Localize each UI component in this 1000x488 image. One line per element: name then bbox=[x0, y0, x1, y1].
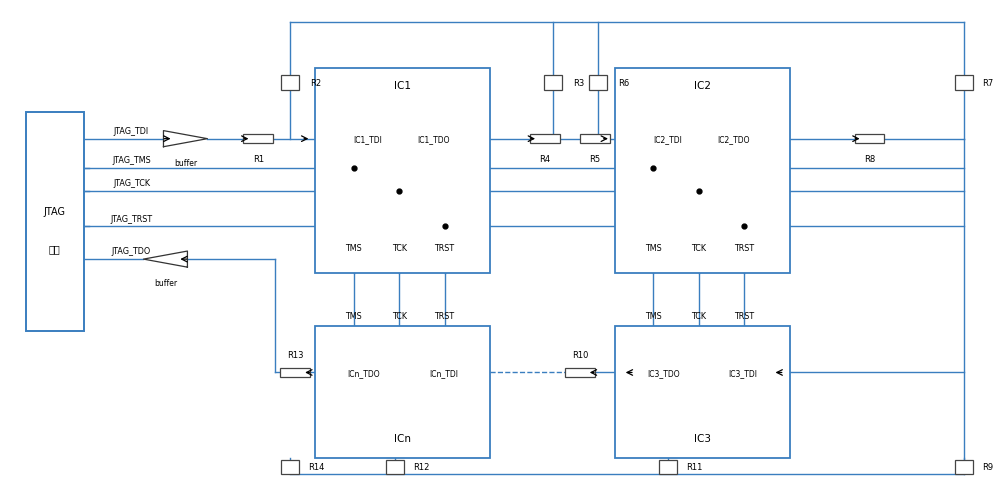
Bar bbox=[855, 135, 884, 144]
Text: TRST: TRST bbox=[435, 311, 455, 321]
Text: 接头: 接头 bbox=[49, 244, 60, 253]
Text: R7: R7 bbox=[982, 79, 994, 88]
Text: R3: R3 bbox=[573, 79, 584, 88]
Text: R2: R2 bbox=[310, 79, 321, 88]
Text: JTAG_TCK: JTAG_TCK bbox=[113, 179, 150, 188]
Text: IC1_TDO: IC1_TDO bbox=[418, 135, 450, 144]
Text: R1: R1 bbox=[253, 154, 264, 163]
Bar bbox=[315, 327, 490, 458]
Text: ICn: ICn bbox=[394, 433, 411, 443]
Text: R11: R11 bbox=[686, 462, 702, 471]
Text: R9: R9 bbox=[982, 462, 993, 471]
Text: IC3_TDI: IC3_TDI bbox=[729, 368, 758, 377]
Bar bbox=[281, 76, 299, 91]
Text: R10: R10 bbox=[572, 351, 588, 360]
Text: TRST: TRST bbox=[734, 311, 754, 321]
Bar bbox=[281, 460, 299, 474]
Bar bbox=[615, 69, 790, 273]
Text: JTAG_TMS: JTAG_TMS bbox=[112, 156, 151, 165]
Text: IC3_TDO: IC3_TDO bbox=[647, 368, 679, 377]
Text: R12: R12 bbox=[413, 462, 429, 471]
Text: TMS: TMS bbox=[345, 244, 362, 252]
Bar bbox=[955, 76, 973, 91]
Bar bbox=[955, 460, 973, 474]
Text: R13: R13 bbox=[287, 351, 304, 360]
Bar bbox=[589, 76, 607, 91]
Text: R14: R14 bbox=[308, 462, 325, 471]
Bar bbox=[386, 460, 404, 474]
Text: R6: R6 bbox=[618, 79, 629, 88]
Text: IC2_TDI: IC2_TDI bbox=[653, 135, 682, 144]
Text: buffer: buffer bbox=[154, 279, 177, 287]
Text: TMS: TMS bbox=[345, 311, 362, 321]
Text: ICn_TDO: ICn_TDO bbox=[347, 368, 380, 377]
Text: TMS: TMS bbox=[645, 311, 662, 321]
Bar bbox=[565, 368, 595, 377]
Bar bbox=[615, 327, 790, 458]
Text: IC2_TDO: IC2_TDO bbox=[717, 135, 750, 144]
Bar bbox=[659, 460, 677, 474]
Text: TRST: TRST bbox=[435, 244, 455, 252]
Text: TCK: TCK bbox=[392, 311, 407, 321]
Text: TCK: TCK bbox=[691, 244, 706, 252]
Bar bbox=[580, 135, 610, 144]
Text: ICn_TDI: ICn_TDI bbox=[429, 368, 458, 377]
Text: JTAG_TDO: JTAG_TDO bbox=[112, 247, 151, 256]
Text: JTAG: JTAG bbox=[44, 206, 66, 216]
Text: IC1: IC1 bbox=[394, 81, 411, 91]
Bar bbox=[26, 113, 84, 331]
Text: IC3: IC3 bbox=[694, 433, 711, 443]
Text: R8: R8 bbox=[864, 154, 875, 163]
Bar bbox=[315, 69, 490, 273]
Text: buffer: buffer bbox=[174, 158, 197, 167]
Text: IC2: IC2 bbox=[694, 81, 711, 91]
Text: TCK: TCK bbox=[691, 311, 706, 321]
Text: TCK: TCK bbox=[392, 244, 407, 252]
Bar bbox=[243, 135, 273, 144]
Text: JTAG_TRST: JTAG_TRST bbox=[110, 214, 153, 223]
Bar bbox=[280, 368, 310, 377]
Bar bbox=[544, 76, 562, 91]
Text: TMS: TMS bbox=[645, 244, 662, 252]
Bar bbox=[530, 135, 560, 144]
Text: R5: R5 bbox=[589, 154, 600, 163]
Text: JTAG_TDI: JTAG_TDI bbox=[114, 126, 149, 136]
Text: R4: R4 bbox=[539, 154, 550, 163]
Text: IC1_TDI: IC1_TDI bbox=[353, 135, 382, 144]
Text: TRST: TRST bbox=[734, 244, 754, 252]
